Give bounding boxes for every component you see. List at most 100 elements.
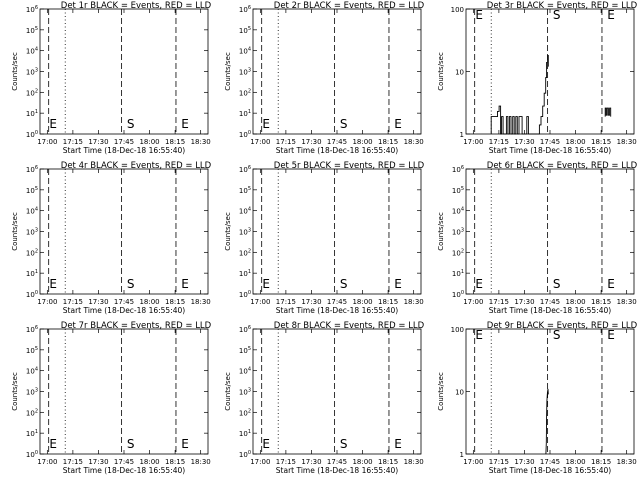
x-tick-label: 18:15	[378, 138, 398, 146]
y-tick-label: 103	[239, 388, 251, 397]
plot-frame	[39, 168, 209, 295]
y-tick-label: 102	[26, 88, 38, 97]
x-tick-label: 18:15	[591, 458, 611, 466]
y-tick-label: 105	[26, 186, 38, 195]
plot-frame	[252, 328, 422, 455]
y-tick-label: 105	[26, 26, 38, 35]
panel-title: Det 2r BLACK = Events, RED = LLD	[274, 1, 425, 11]
y-tick-label: 102	[26, 408, 38, 417]
y-tick-label: 102	[239, 408, 251, 417]
x-axis-label: Start Time (18-Dec-18 16:55:40)	[489, 306, 611, 315]
x-tick-label: 17:45	[327, 298, 347, 306]
end-marker: E	[49, 277, 57, 291]
end-marker: E	[181, 277, 189, 291]
x-tick-label: 18:00	[352, 458, 372, 466]
x-tick-label: 17:00	[463, 458, 483, 466]
start-marker: S	[553, 8, 561, 22]
x-tick-label: 17:00	[250, 298, 270, 306]
end-marker: E	[475, 277, 483, 291]
x-tick-label: 17:00	[463, 138, 483, 146]
x-tick-label: 17:00	[463, 298, 483, 306]
x-tick-label: 17:00	[37, 138, 57, 146]
y-tick-label: 104	[26, 207, 38, 216]
end-marker: E	[394, 437, 402, 451]
plot-frame	[252, 168, 422, 295]
y-tick-label: 103	[239, 228, 251, 237]
x-tick-label: 17:45	[114, 138, 134, 146]
start-marker: S	[127, 117, 135, 131]
detector-panel: Det 2r BLACK = Events, RED = LLD Counts/s…	[224, 1, 425, 155]
y-tick-label: 105	[26, 346, 38, 355]
events-series	[604, 107, 612, 117]
x-tick-label: 18:00	[565, 138, 585, 146]
detector-panel: Det 4r BLACK = Events, RED = LLD Counts/s…	[11, 161, 212, 315]
plot-frame	[465, 168, 635, 295]
x-tick-label: 18:00	[352, 138, 372, 146]
x-tick-label: 18:15	[378, 458, 398, 466]
x-tick-label: 18:30	[617, 458, 637, 466]
y-tick-label: 104	[452, 207, 464, 216]
y-axis-label: Counts/sec	[437, 372, 445, 411]
start-marker: S	[553, 328, 561, 342]
x-tick-label: 17:30	[514, 458, 534, 466]
y-tick-label: 1	[460, 131, 464, 139]
x-tick-label: 17:30	[88, 458, 108, 466]
y-tick-label: 102	[239, 248, 251, 257]
x-axis-label: Start Time (18-Dec-18 16:55:40)	[489, 146, 611, 155]
y-tick-label: 101	[26, 429, 38, 438]
y-tick-label: 101	[239, 429, 251, 438]
x-tick-label: 17:45	[540, 458, 560, 466]
start-marker: S	[340, 437, 348, 451]
x-tick-label: 17:45	[114, 298, 134, 306]
panel-title: Det 9r BLACK = Events, RED = LLD	[487, 321, 638, 331]
events-series	[545, 388, 549, 455]
x-tick-label: 18:15	[591, 298, 611, 306]
x-tick-label: 18:00	[565, 298, 585, 306]
y-tick-label: 105	[239, 186, 251, 195]
y-tick-label: 104	[239, 207, 251, 216]
y-tick-label: 100	[451, 326, 464, 334]
x-tick-label: 17:45	[327, 138, 347, 146]
detector-panel: Det 3r BLACK = Events, RED = LLD Counts/s…	[437, 1, 638, 155]
plot-frame	[39, 8, 209, 135]
x-tick-label: 17:30	[301, 298, 321, 306]
y-tick-label: 101	[452, 269, 464, 278]
y-tick-label: 106	[239, 165, 251, 174]
detector-panel: Det 5r BLACK = Events, RED = LLD Counts/s…	[224, 161, 425, 315]
y-tick-label: 104	[26, 47, 38, 56]
y-tick-label: 105	[239, 26, 251, 35]
x-tick-label: 17:15	[489, 138, 509, 146]
y-axis-label: Counts/sec	[11, 52, 19, 91]
y-tick-label: 106	[239, 325, 251, 334]
end-marker: E	[607, 277, 615, 291]
panel-title: Det 1r BLACK = Events, RED = LLD	[61, 1, 212, 11]
y-tick-label: 106	[239, 5, 251, 14]
y-tick-label: 100	[239, 130, 251, 139]
y-tick-label: 10	[455, 69, 464, 77]
x-tick-label: 18:30	[191, 458, 211, 466]
end-marker: E	[394, 277, 402, 291]
panel-title: Det 8r BLACK = Events, RED = LLD	[274, 321, 425, 331]
y-tick-label: 104	[239, 367, 251, 376]
x-axis-label: Start Time (18-Dec-18 16:55:40)	[489, 466, 611, 475]
end-marker: E	[607, 8, 615, 22]
detector-panel: Det 1r BLACK = Events, RED = LLD Counts/s…	[11, 1, 212, 155]
end-marker: E	[262, 277, 270, 291]
end-marker: E	[49, 117, 57, 131]
y-tick-label: 103	[26, 68, 38, 77]
x-tick-label: 18:00	[139, 138, 159, 146]
y-tick-label: 101	[239, 109, 251, 118]
plot-frame	[39, 328, 209, 455]
y-tick-label: 103	[239, 68, 251, 77]
y-tick-label: 100	[239, 290, 251, 299]
y-tick-label: 101	[26, 269, 38, 278]
panel-title: Det 7r BLACK = Events, RED = LLD	[61, 321, 212, 331]
panel-title: Det 5r BLACK = Events, RED = LLD	[274, 161, 425, 171]
plot-frame	[465, 328, 635, 455]
x-tick-label: 17:15	[63, 138, 83, 146]
x-tick-label: 18:30	[404, 298, 424, 306]
y-axis-label: Counts/sec	[224, 372, 232, 411]
x-tick-label: 18:00	[139, 458, 159, 466]
x-axis-label: Start Time (18-Dec-18 16:55:40)	[276, 306, 398, 315]
